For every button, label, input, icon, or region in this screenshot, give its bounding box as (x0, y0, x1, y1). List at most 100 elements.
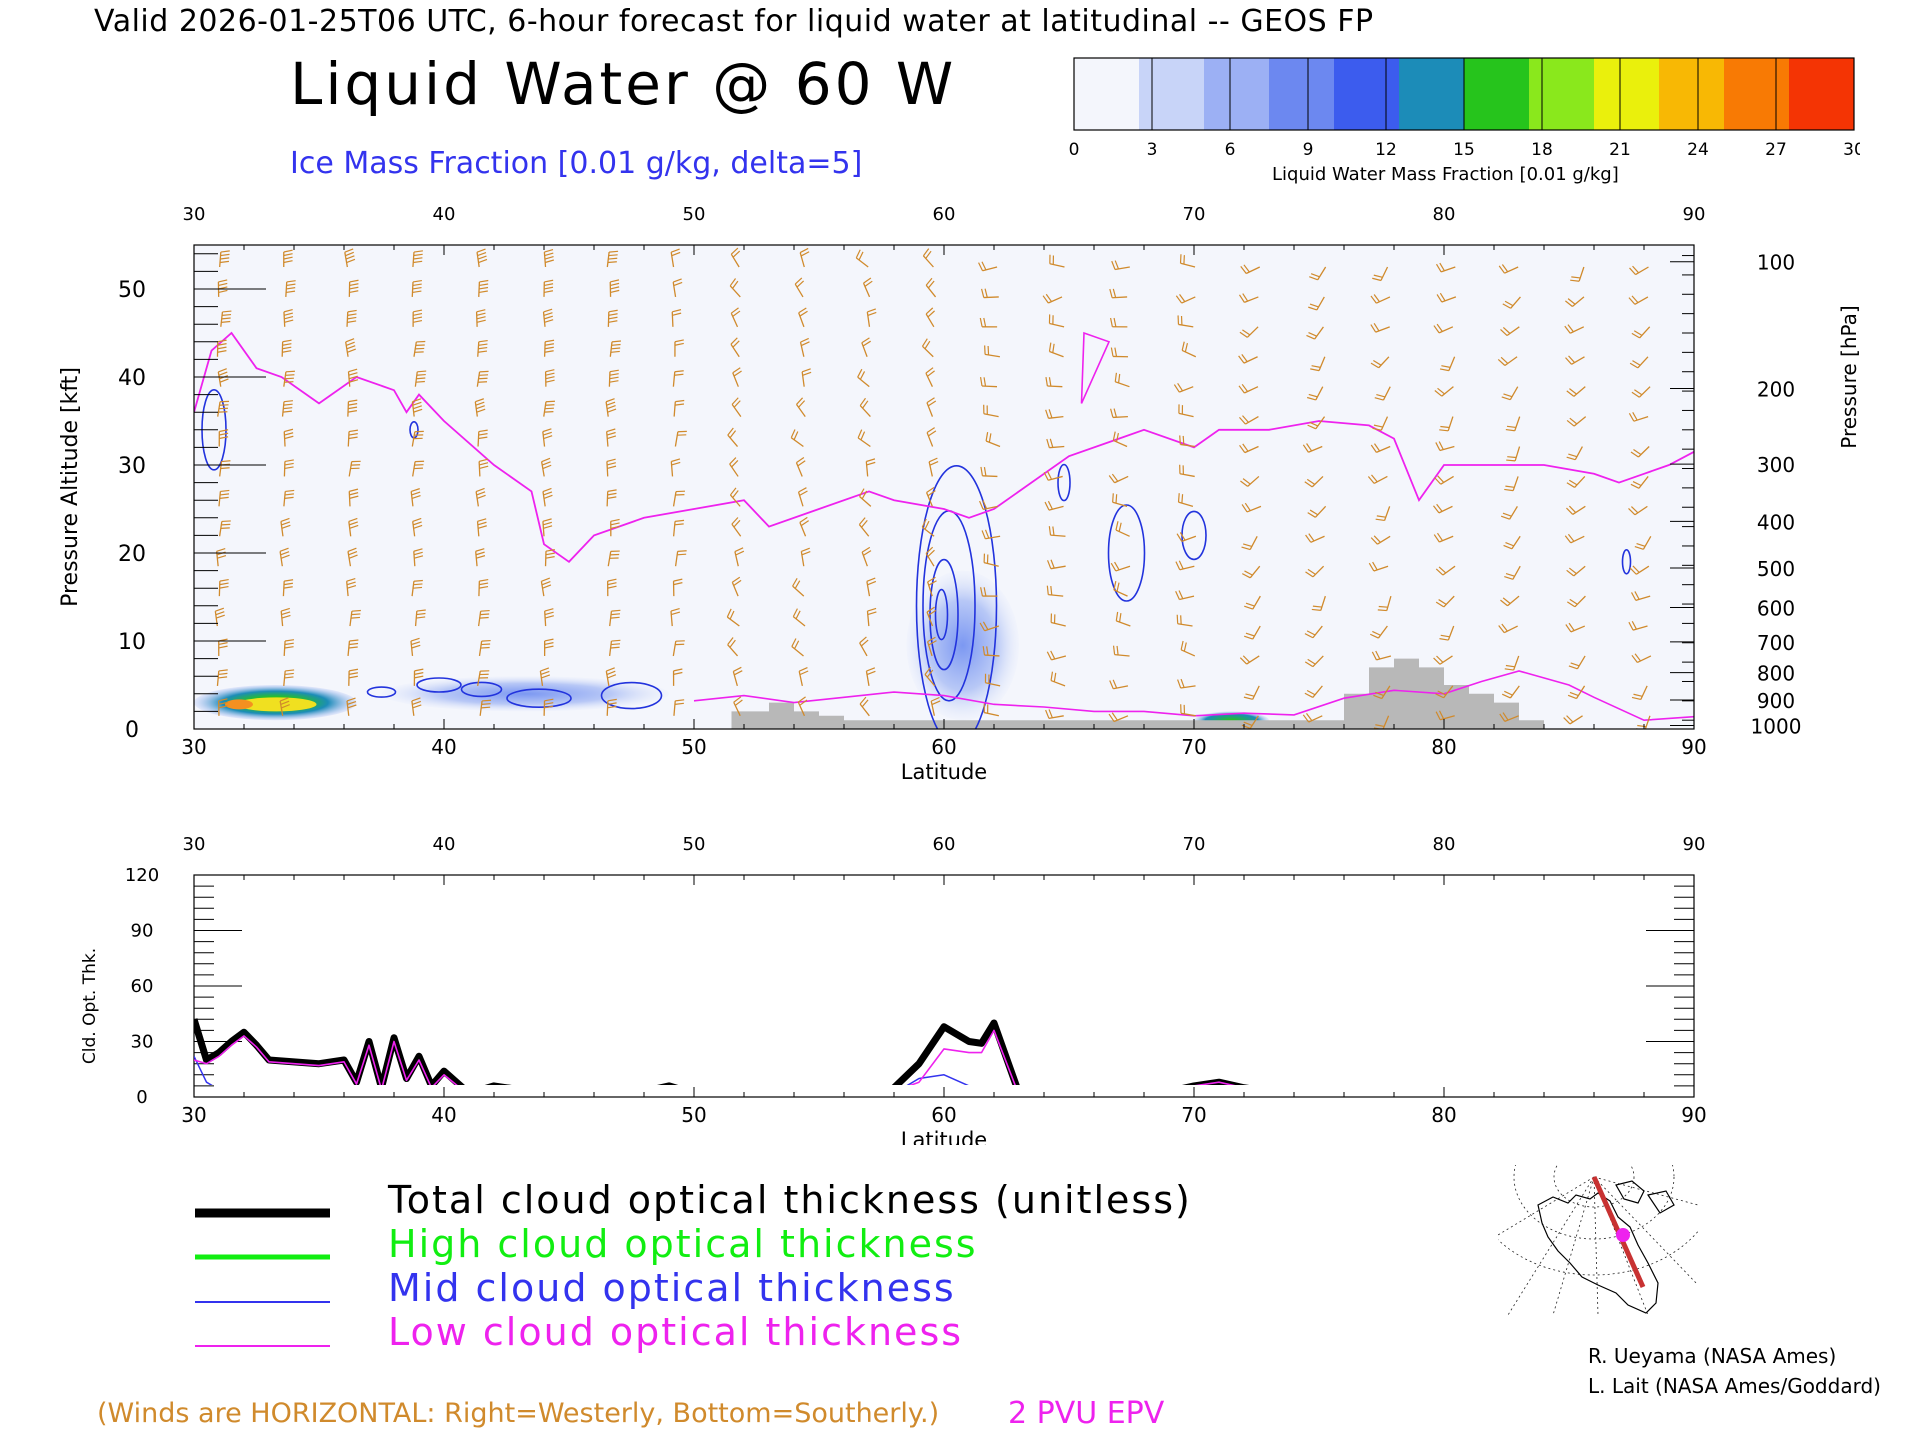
wind-barb (1304, 625, 1323, 639)
wind-barb-flag (415, 380, 425, 383)
wind-barb-flag (607, 496, 617, 499)
wind-barb (1109, 679, 1129, 690)
wind-barb-staff (1252, 685, 1260, 700)
wind-barb-flag (220, 257, 230, 260)
wind-barb-flag (925, 307, 934, 315)
wind-barb-staff (220, 311, 224, 327)
wind-barb-flag (476, 408, 486, 413)
wind-barb (1108, 473, 1129, 484)
wind-barb-staff (217, 401, 221, 417)
wind-barb-flag (285, 669, 295, 672)
wind-barb-flag (1567, 533, 1575, 542)
wind-barb (731, 517, 742, 537)
wind-barb-flag (1177, 679, 1182, 689)
wind-barb-flag (731, 460, 739, 468)
wind-barb (216, 339, 227, 357)
wind-barb-staff (347, 431, 350, 447)
wind-barb-flag (1501, 623, 1508, 632)
wind-barb-flag (1630, 451, 1639, 458)
wind-barb-flag (347, 348, 356, 353)
wind-barb-staff (673, 700, 676, 716)
wind-barb (1566, 446, 1583, 461)
wind-barb-staff (985, 682, 1001, 687)
wind-barb-flag (732, 250, 741, 258)
wind-barb-flag (348, 646, 358, 649)
wind-barb-flag (673, 671, 683, 675)
wind-barb-flag (220, 253, 230, 257)
wind-barb-staff (798, 312, 805, 328)
wind-barb (542, 487, 553, 507)
wind-barb-flag (347, 704, 357, 709)
wind-barb-flag (1564, 325, 1571, 334)
wind-barb-flag (219, 260, 230, 264)
wind-barb-staff (1050, 565, 1066, 570)
wind-barb (1436, 292, 1457, 303)
wind-barb (1566, 565, 1586, 577)
wind-barb-staff (542, 521, 545, 537)
wind-barb (1435, 710, 1455, 721)
wind-barb-flag (281, 614, 291, 619)
wind-barb (1177, 315, 1194, 328)
wind-barb-flag (1302, 714, 1310, 723)
wind-barb-flag (344, 248, 354, 253)
wind-barb-flag (479, 279, 489, 283)
wind-barb-flag (1304, 692, 1314, 698)
wind-barb-flag (1630, 592, 1637, 601)
wind-barb (1568, 655, 1586, 670)
wind-barb-flag (1566, 456, 1576, 461)
wind-barb-staff (1447, 625, 1455, 641)
wind-barb-staff (478, 641, 483, 657)
wind-barb-flag (1370, 295, 1377, 304)
wind-barb (479, 699, 492, 716)
wind-barb-flag (1306, 334, 1315, 340)
wind-barb-flag (1434, 390, 1443, 397)
wind-barb (1307, 416, 1326, 430)
wind-barb-staff (797, 701, 806, 717)
wind-barb-flag (1180, 678, 1185, 688)
wind-barb-flag (794, 277, 803, 285)
wind-barb-staff (1443, 595, 1455, 608)
wind-barb-flag (283, 253, 293, 257)
wind-barb-flag (542, 461, 551, 466)
wind-barb-flag (1111, 473, 1119, 482)
wind-barb-flag (1631, 391, 1640, 398)
x-tick-label-top: 80 (1433, 204, 1456, 225)
wind-barb-staff (1573, 565, 1586, 577)
wind-barb-flag (416, 616, 426, 619)
wind-barb-flag (545, 369, 555, 373)
wind-barb-flag (1244, 635, 1253, 640)
wind-barb-staff (1244, 386, 1259, 394)
pressure-tick-label: 200 (1757, 377, 1795, 401)
wind-barb-flag (733, 579, 742, 587)
wind-barb-flag (1181, 341, 1185, 351)
wind-barb-flag (219, 585, 229, 589)
wind-barb (218, 429, 229, 447)
wind-barb-staff (859, 642, 868, 657)
wind-barb (543, 248, 554, 268)
wind-barb-staff (1571, 356, 1585, 365)
x-tick-label: 30 (181, 1103, 206, 1127)
wind-barb-flag (1048, 709, 1053, 719)
wind-barb-flag (1117, 373, 1121, 384)
wind-barb-flag (1049, 438, 1054, 448)
wind-barb-staff (729, 494, 741, 507)
wind-barb-flag (349, 286, 359, 290)
wind-barb-flag (479, 462, 489, 466)
wind-barb-flag (544, 638, 554, 642)
wind-barb (1500, 506, 1518, 520)
wind-barb-flag (1047, 471, 1053, 480)
wind-barb-flag (1567, 298, 1576, 305)
wind-barb-flag (800, 520, 810, 527)
x-tick-label: 70 (1181, 1103, 1206, 1127)
wind-barb-flag (218, 289, 228, 294)
wind-barb-flag (1568, 479, 1578, 486)
wind-barb-flag (925, 546, 934, 554)
wind-barb (981, 529, 1001, 540)
wind-barb (606, 489, 617, 507)
wind-barb-flag (1501, 396, 1511, 401)
wind-barb (799, 337, 810, 357)
colorbar-tick-label: 21 (1609, 140, 1631, 160)
wind-barb-staff (1249, 715, 1259, 729)
wind-barb-flag (1631, 654, 1638, 663)
wind-barb-flag (981, 530, 986, 540)
